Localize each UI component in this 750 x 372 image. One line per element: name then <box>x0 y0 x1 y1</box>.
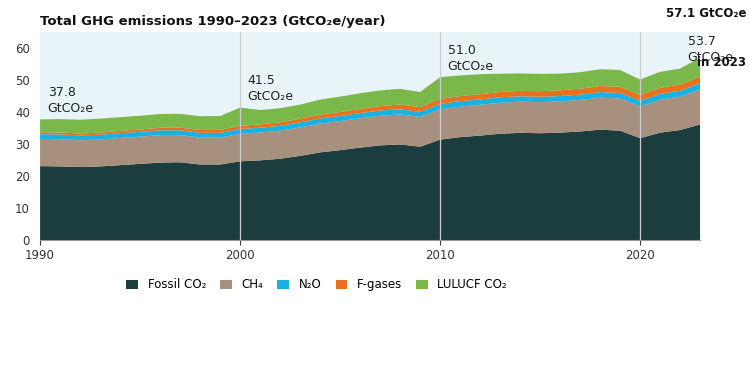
Text: 57.1 GtCO₂e: 57.1 GtCO₂e <box>666 7 746 20</box>
Text: 41.5
GtCO₂e: 41.5 GtCO₂e <box>248 74 293 103</box>
Text: 51.0
GtCO₂e: 51.0 GtCO₂e <box>448 44 494 73</box>
Text: 37.8
GtCO₂e: 37.8 GtCO₂e <box>47 86 94 115</box>
Text: 53.7
GtCO₂e: 53.7 GtCO₂e <box>688 35 734 64</box>
Legend: Fossil CO₂, CH₄, N₂O, F-gases, LULUCF CO₂: Fossil CO₂, CH₄, N₂O, F-gases, LULUCF CO… <box>122 274 512 296</box>
Text: Total GHG emissions 1990–2023 (GtCO₂e/year): Total GHG emissions 1990–2023 (GtCO₂e/ye… <box>40 15 385 28</box>
Text: in 2023: in 2023 <box>698 56 746 69</box>
